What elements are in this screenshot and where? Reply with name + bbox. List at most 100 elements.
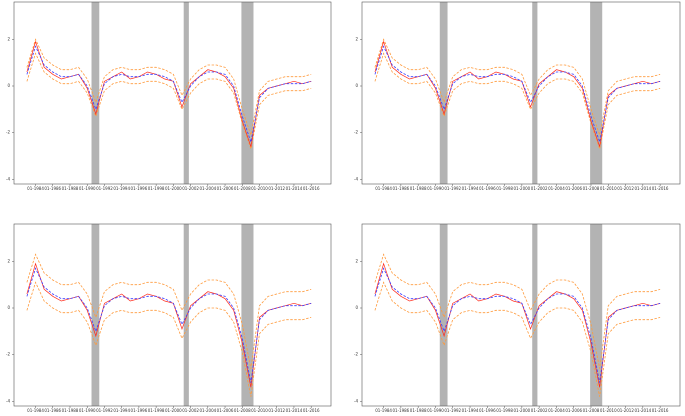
x-tick-label: 01-1998 bbox=[496, 186, 513, 191]
y-tick-label: 2 bbox=[7, 36, 10, 41]
series-line bbox=[26, 52, 312, 151]
x-tick-label: 01-1996 bbox=[479, 408, 496, 413]
y-tick-label: -4 bbox=[6, 398, 10, 403]
x-tick-label: 01-2016 bbox=[303, 186, 320, 191]
y-tick-label: -4 bbox=[354, 176, 358, 181]
x-tick-label: 01-2002 bbox=[531, 408, 548, 413]
recession-band bbox=[91, 2, 100, 184]
recession-band bbox=[532, 224, 538, 406]
x-tick-label: 01-1986 bbox=[393, 186, 410, 191]
recession-band bbox=[241, 224, 254, 406]
x-tick-label: 01-1992 bbox=[96, 186, 113, 191]
x-tick-label: 01-2014 bbox=[286, 408, 303, 413]
x-tick-label: 01-2010 bbox=[600, 186, 617, 191]
x-tick-label: 01-2010 bbox=[251, 186, 268, 191]
recession-band bbox=[91, 224, 100, 406]
x-tick-label: 01-2006 bbox=[565, 408, 582, 413]
x-tick-label: 01-2004 bbox=[199, 186, 216, 191]
series-line bbox=[374, 45, 661, 144]
x-tick-label: 01-1984 bbox=[27, 408, 44, 413]
series-line bbox=[374, 281, 661, 397]
series-line bbox=[26, 253, 312, 369]
x-tick-label: 01-2006 bbox=[565, 186, 582, 191]
x-tick-label: 01-1986 bbox=[393, 408, 410, 413]
x-tick-label: 01-2014 bbox=[286, 186, 303, 191]
plot-frame bbox=[361, 1, 681, 185]
y-tick-label: -2 bbox=[6, 352, 10, 357]
x-tick-label: 01-1986 bbox=[44, 186, 61, 191]
x-tick-label: 01-2008 bbox=[234, 186, 251, 191]
x-tick-label: 01-1996 bbox=[131, 408, 148, 413]
x-tick-label: 01-2008 bbox=[583, 186, 600, 191]
x-tick-label: 01-2010 bbox=[600, 408, 617, 413]
x-tick-label: 01-2004 bbox=[548, 186, 565, 191]
subplot: 20-2-401-1984 01-1986 01-1988 01-1990 01-199… bbox=[6, 1, 332, 191]
x-tick-label: 01-2012 bbox=[617, 408, 634, 413]
series-line bbox=[26, 262, 312, 388]
recession-band bbox=[439, 224, 448, 406]
series-line bbox=[374, 52, 661, 151]
x-tick-label: 01-2000 bbox=[165, 408, 182, 413]
y-tick-label: 2 bbox=[355, 258, 358, 263]
plot-frame bbox=[361, 223, 681, 407]
x-tick-label: 01-1988 bbox=[62, 408, 79, 413]
y-tick-label: 0 bbox=[355, 83, 358, 88]
x-tick-label: 01-1994 bbox=[113, 408, 130, 413]
series-line bbox=[374, 267, 661, 383]
x-tick-label: 01-1988 bbox=[410, 408, 427, 413]
x-tick-label: 01-1994 bbox=[113, 186, 130, 191]
y-tick-label: -2 bbox=[354, 352, 358, 357]
plot-frame bbox=[13, 223, 332, 407]
x-tick-label: 01-2002 bbox=[182, 408, 199, 413]
y-tick-label: -4 bbox=[354, 398, 358, 403]
x-tick-label: 01-2006 bbox=[217, 186, 234, 191]
recession-band bbox=[241, 2, 254, 184]
x-tick-label: 01-2000 bbox=[514, 186, 531, 191]
y-tick-label: 2 bbox=[7, 258, 10, 263]
x-tick-label: 01-1990 bbox=[427, 186, 444, 191]
x-tick-label: 01-1998 bbox=[148, 408, 165, 413]
x-tick-label: 01-2002 bbox=[531, 186, 548, 191]
subplot: 20-2-401-1984 01-1986 01-1988 01-1990 01-199… bbox=[354, 223, 681, 413]
series-line bbox=[26, 281, 312, 397]
x-tick-label: 01-1990 bbox=[79, 408, 96, 413]
x-tick-label: 01-1996 bbox=[131, 186, 148, 191]
x-tick-label: 01-2008 bbox=[583, 408, 600, 413]
recession-band bbox=[183, 2, 189, 184]
x-tick-label: 01-2010 bbox=[251, 408, 268, 413]
x-tick-label: 01-1992 bbox=[444, 186, 461, 191]
series-line bbox=[26, 267, 312, 383]
x-tick-label: 01-1984 bbox=[27, 186, 44, 191]
x-tick-label: 01-1990 bbox=[427, 408, 444, 413]
x-tick-label: 01-2002 bbox=[182, 186, 199, 191]
x-tick-label: 01-2014 bbox=[634, 186, 651, 191]
series-line bbox=[374, 262, 661, 388]
x-tick-label: 01-2016 bbox=[652, 186, 669, 191]
x-tick-label: 01-2014 bbox=[634, 408, 651, 413]
x-tick-label: 01-1994 bbox=[462, 408, 479, 413]
series-line bbox=[374, 40, 661, 147]
x-tick-label: 01-1988 bbox=[410, 186, 427, 191]
x-tick-label: 01-2008 bbox=[234, 408, 251, 413]
x-tick-label: 01-1998 bbox=[496, 408, 513, 413]
y-tick-label: 2 bbox=[355, 36, 358, 41]
x-tick-label: 01-2006 bbox=[217, 408, 234, 413]
x-tick-label: 01-2012 bbox=[617, 186, 634, 191]
series-line bbox=[26, 38, 312, 137]
y-tick-label: -2 bbox=[6, 130, 10, 135]
series-line bbox=[26, 45, 312, 144]
x-tick-label: 01-1992 bbox=[96, 408, 113, 413]
x-tick-label: 01-1986 bbox=[44, 408, 61, 413]
series-line bbox=[374, 253, 661, 369]
y-tick-label: 0 bbox=[7, 83, 10, 88]
recession-band bbox=[532, 2, 538, 184]
subplot: 20-2-401-1984 01-1986 01-1988 01-1990 01-199… bbox=[354, 1, 681, 191]
recession-band bbox=[590, 2, 603, 184]
recession-band bbox=[439, 2, 448, 184]
x-tick-label: 01-1996 bbox=[479, 186, 496, 191]
recession-band bbox=[590, 224, 603, 406]
x-tick-label: 01-2016 bbox=[652, 408, 669, 413]
recession-band bbox=[183, 224, 189, 406]
subplot: 20-2-401-1984 01-1986 01-1988 01-1990 01-199… bbox=[6, 223, 332, 413]
